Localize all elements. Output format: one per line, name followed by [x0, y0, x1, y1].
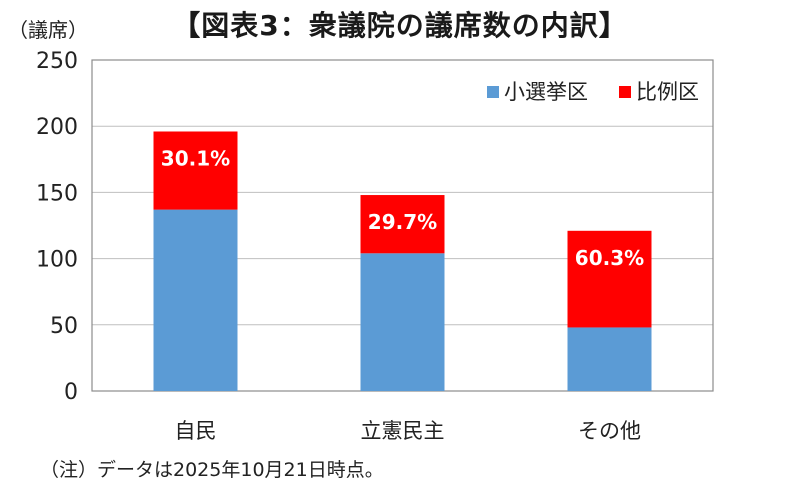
x-category-label: 立憲民主 [361, 419, 445, 443]
chart-title: 【図表3：衆議院の議席数の内訳】 [172, 9, 628, 42]
y-tick-label: 200 [36, 115, 78, 140]
legend-label: 比例区 [636, 80, 699, 104]
bar-proportional [360, 195, 445, 254]
y-tick-label: 100 [36, 248, 78, 273]
y-axis-unit: （議席） [8, 18, 88, 42]
data-label: 30.1% [161, 146, 230, 170]
bar-small-district [153, 209, 238, 391]
y-tick-label: 250 [36, 49, 78, 74]
y-tick-label: 50 [50, 314, 78, 339]
bar-small-district [567, 327, 652, 391]
x-category-label: その他 [578, 419, 641, 443]
bar-small-district [360, 253, 445, 391]
bar-proportional [567, 230, 652, 328]
y-tick-label: 150 [36, 181, 78, 206]
data-label: 29.7% [368, 210, 437, 234]
data-label: 60.3% [575, 246, 644, 270]
legend-label: 小選挙区 [504, 80, 588, 104]
bar-proportional [153, 131, 238, 210]
footnote: （注）データは2025年10月21日時点。 [40, 459, 384, 481]
legend-swatch [619, 86, 631, 98]
legend-swatch [487, 86, 499, 98]
x-category-label: 自民 [175, 419, 217, 443]
y-tick-label: 0 [64, 380, 78, 405]
